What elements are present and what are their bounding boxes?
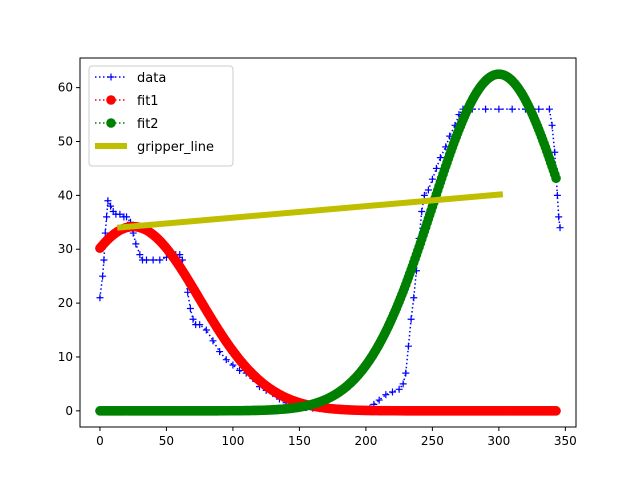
data-point (555, 213, 563, 221)
data-point (104, 197, 112, 205)
x-tick-label: 100 (221, 434, 244, 448)
data-point (107, 202, 115, 210)
y-tick-label: 20 (58, 296, 73, 310)
data-point (404, 342, 412, 350)
legend: data fit1 fit2 gripper_line (88, 65, 234, 167)
y-tick-label: 40 (58, 188, 73, 202)
data-point (407, 315, 415, 323)
data-point (189, 315, 197, 323)
data-point (388, 388, 396, 396)
legend-box (88, 65, 234, 167)
data-point (116, 210, 124, 218)
data-point (545, 105, 553, 113)
data-point (107, 73, 115, 81)
data-point (382, 391, 390, 399)
data-point (551, 173, 561, 184)
data-point (535, 105, 543, 113)
data-point (428, 175, 436, 183)
plot-frame (79, 57, 577, 428)
x-tick-label: 250 (421, 434, 444, 448)
data-point (553, 191, 561, 199)
data-point (196, 321, 204, 329)
data-point (202, 326, 210, 334)
data-point (548, 121, 556, 129)
legend-item-fit1: fit1 (95, 94, 159, 109)
data-point (229, 361, 237, 369)
data-point (424, 186, 432, 194)
series-layer (95, 69, 564, 416)
data-point (556, 224, 564, 232)
data-point (236, 366, 244, 374)
data-point (149, 256, 157, 264)
data-point (176, 251, 184, 259)
data-point (495, 105, 503, 113)
data-point (123, 213, 131, 221)
legend-label: gripper_line (137, 140, 214, 155)
data-point (395, 385, 403, 393)
data-point (375, 396, 383, 404)
data-point (420, 191, 428, 199)
data-point (99, 272, 107, 280)
data-point (436, 154, 444, 162)
legend-label: fit1 (137, 94, 159, 109)
x-tick-label: 50 (159, 434, 174, 448)
legend-item-data: data (95, 71, 166, 86)
y-tick-label: 30 (58, 242, 73, 256)
data-point (186, 304, 194, 312)
legend-label: fit2 (137, 117, 159, 132)
data-point (402, 369, 410, 377)
series-gripper_line (116, 191, 504, 231)
y-tick-label: 0 (65, 404, 73, 418)
y-tick-label: 10 (58, 350, 73, 364)
data-point (482, 105, 490, 113)
data-point (551, 148, 559, 156)
legend-label: data (137, 71, 166, 86)
data-point (142, 256, 150, 264)
legend-item-fit2: fit2 (95, 117, 159, 132)
x-tick-label: 0 (96, 434, 104, 448)
data-point (106, 95, 116, 105)
data-point (101, 229, 109, 237)
x-tick-label: 300 (487, 434, 510, 448)
data-point (410, 294, 418, 302)
data-point (100, 256, 108, 264)
y-axis: 0 10 20 30 40 50 60 (58, 81, 80, 418)
data-point (222, 356, 230, 364)
x-axis: 0 50 100 150 200 250 300 350 (96, 427, 577, 448)
data-point (132, 240, 140, 248)
data-point (216, 348, 224, 356)
y-tick-label: 50 (58, 134, 73, 148)
data-point (103, 213, 111, 221)
data-point (96, 294, 104, 302)
data-point (209, 337, 217, 345)
x-tick-label: 150 (288, 434, 311, 448)
series-line (116, 191, 504, 231)
data-point (432, 164, 440, 172)
x-tick-label: 200 (354, 434, 377, 448)
data-point (508, 105, 516, 113)
y-tick-label: 60 (58, 81, 73, 95)
legend-item-gripper_line: gripper_line (95, 140, 214, 155)
data-point (551, 406, 561, 416)
data-point (106, 118, 116, 128)
data-point (156, 256, 164, 264)
x-tick-label: 350 (554, 434, 577, 448)
series-fit2 (95, 69, 561, 416)
data-point (399, 380, 407, 388)
data-point (136, 251, 144, 259)
data-point (184, 288, 192, 296)
data-point (418, 208, 426, 216)
